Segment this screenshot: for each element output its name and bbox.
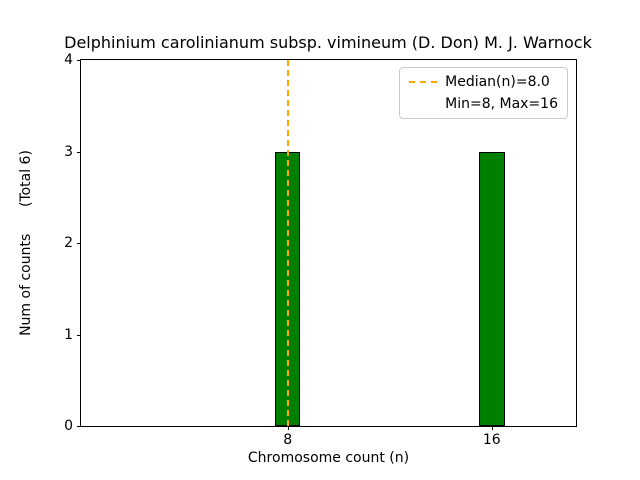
plot-area: Median(n)=8.0 Min=8, Max=16 0 1 2 3 4 8 16 — [64, 52, 577, 448]
y-tick-label: 2 — [64, 235, 73, 251]
y-tick-label: 3 — [64, 143, 73, 160]
x-tick-mark — [491, 426, 493, 430]
y-axis-label: Num of counts (Total 6) — [18, 150, 34, 336]
x-axis-label: Chromosome count (n) — [247, 450, 410, 466]
legend-label-minmax: Min=8, Max=16 — [445, 96, 558, 112]
legend: Median(n)=8.0 Min=8, Max=16 — [399, 67, 568, 119]
y-tick-mark — [77, 151, 81, 153]
y-tick-mark — [77, 60, 81, 61]
legend-label-median: Median(n)=8.0 — [445, 74, 550, 90]
x-tick-mark — [287, 426, 289, 430]
x-tick-label: 8 — [283, 432, 293, 448]
y-tick-label: 0 — [64, 418, 73, 434]
chart-title: Delphinium carolinianum subsp. vimineum … — [64, 33, 592, 52]
x-tick-label: 16 — [482, 432, 501, 448]
legend-entry-minmax: Min=8, Max=16 — [409, 96, 558, 112]
median-dashed-line-swatch — [409, 81, 438, 83]
legend-entry-median: Median(n)=8.0 — [409, 74, 558, 90]
y-tick-label: 1 — [64, 326, 73, 343]
median-line — [286, 60, 289, 426]
y-tick-mark — [77, 243, 81, 244]
bar-16 — [479, 151, 505, 426]
y-tick-mark — [77, 334, 81, 336]
y-tick-label: 4 — [64, 52, 73, 68]
y-tick-mark — [77, 426, 81, 427]
empty-swatch — [409, 103, 437, 105]
